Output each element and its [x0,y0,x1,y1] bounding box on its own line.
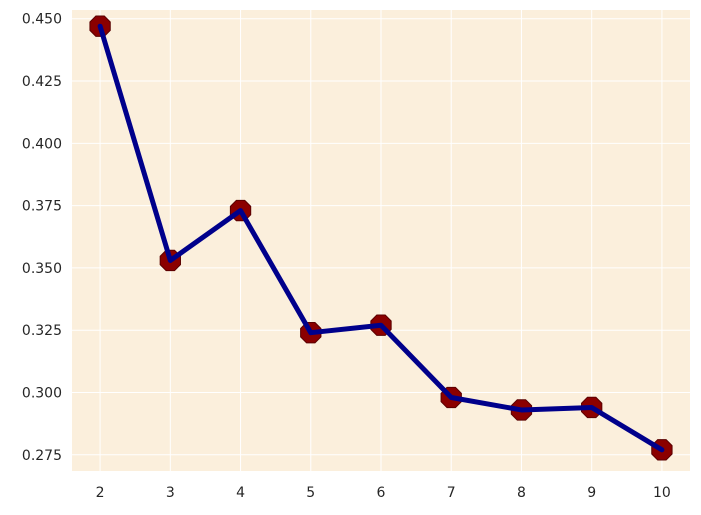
y-tick-label: 0.400 [22,136,62,152]
series-line [97,23,665,453]
x-tick-label: 6 [377,485,386,501]
y-tick-label: 0.275 [22,448,62,464]
y-tick-labels: 0.275 0.300 0.325 0.350 0.375 0.400 0.425 0.450 [22,12,62,464]
x-tick-label: 8 [517,485,526,501]
x-tick-label: 5 [306,485,315,501]
x-tick-label: 2 [96,485,105,501]
y-tick-label: 0.350 [22,261,62,277]
x-tick-label: 3 [166,485,175,501]
y-tick-label: 0.325 [22,323,62,339]
x-tick-labels: 2 3 4 5 6 7 8 9 10 [96,485,671,501]
x-tick-label: 7 [447,485,456,501]
series-line-group [97,23,665,453]
y-tick-label: 0.450 [22,12,62,28]
x-tick-label: 9 [587,485,596,501]
y-tick-label: 0.375 [22,199,62,215]
x-tick-label: 4 [236,485,245,501]
y-tick-label: 0.425 [22,74,62,90]
x-tick-label: 10 [653,485,671,501]
y-tick-label: 0.300 [22,386,62,402]
